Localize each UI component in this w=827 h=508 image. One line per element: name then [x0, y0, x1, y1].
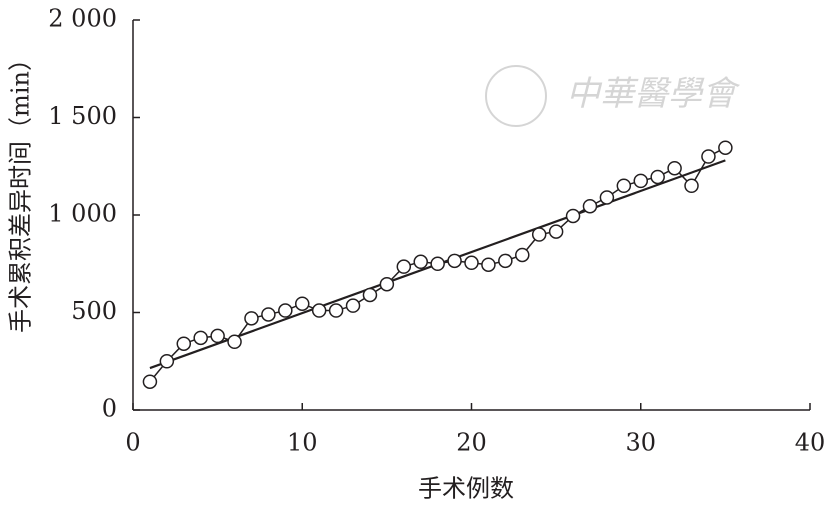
data-point [684, 178, 699, 193]
data-point [565, 208, 581, 224]
data-point [430, 256, 445, 271]
data-point [210, 328, 225, 344]
watermark-text: 中華醫學會 [566, 74, 741, 114]
data-point [261, 307, 276, 322]
data-point [295, 296, 310, 311]
x-axis-label: 手术例数 [418, 475, 514, 503]
data-point [362, 287, 378, 303]
x-tick-label: 0 [125, 429, 140, 457]
data-point [548, 224, 564, 239]
data-point [396, 259, 412, 274]
data-point [633, 173, 648, 189]
data-point [159, 354, 175, 369]
y-tick-label: 1 500 [48, 102, 117, 130]
data-point [176, 336, 192, 351]
data-point [498, 253, 513, 269]
data-point [345, 298, 361, 313]
x-tick-label: 40 [795, 429, 826, 457]
data-point [193, 330, 208, 346]
data-point [582, 198, 598, 214]
data-point [667, 160, 682, 176]
data-point [481, 257, 496, 272]
data-point [718, 140, 733, 155]
data-point [464, 255, 479, 271]
y-tick-label: 2 000 [48, 5, 117, 33]
data-point [328, 303, 344, 318]
x-tick-label: 10 [287, 429, 318, 457]
data-point [515, 247, 530, 263]
y-axis-label: 手术累积差异时间（min） [7, 47, 35, 333]
y-tick-label: 1 000 [48, 200, 117, 228]
watermark: 中華醫學會 [485, 65, 741, 127]
x-tick-label: 30 [625, 429, 656, 457]
y-tick-label: 500 [71, 297, 117, 325]
data-point [531, 227, 547, 242]
data-point [244, 311, 259, 326]
data-point [278, 303, 293, 318]
data-point [616, 178, 632, 193]
data-point [311, 303, 327, 318]
data-point [650, 169, 665, 185]
data-point [227, 334, 242, 349]
x-tick-label: 20 [456, 429, 487, 457]
data-point [379, 276, 395, 292]
data-point [701, 149, 716, 164]
data-point [142, 374, 158, 389]
data-point [599, 190, 615, 205]
watermark-logo [485, 65, 547, 127]
data-point [413, 254, 428, 270]
y-tick-label: 0 [102, 395, 117, 423]
data-point [447, 253, 462, 269]
